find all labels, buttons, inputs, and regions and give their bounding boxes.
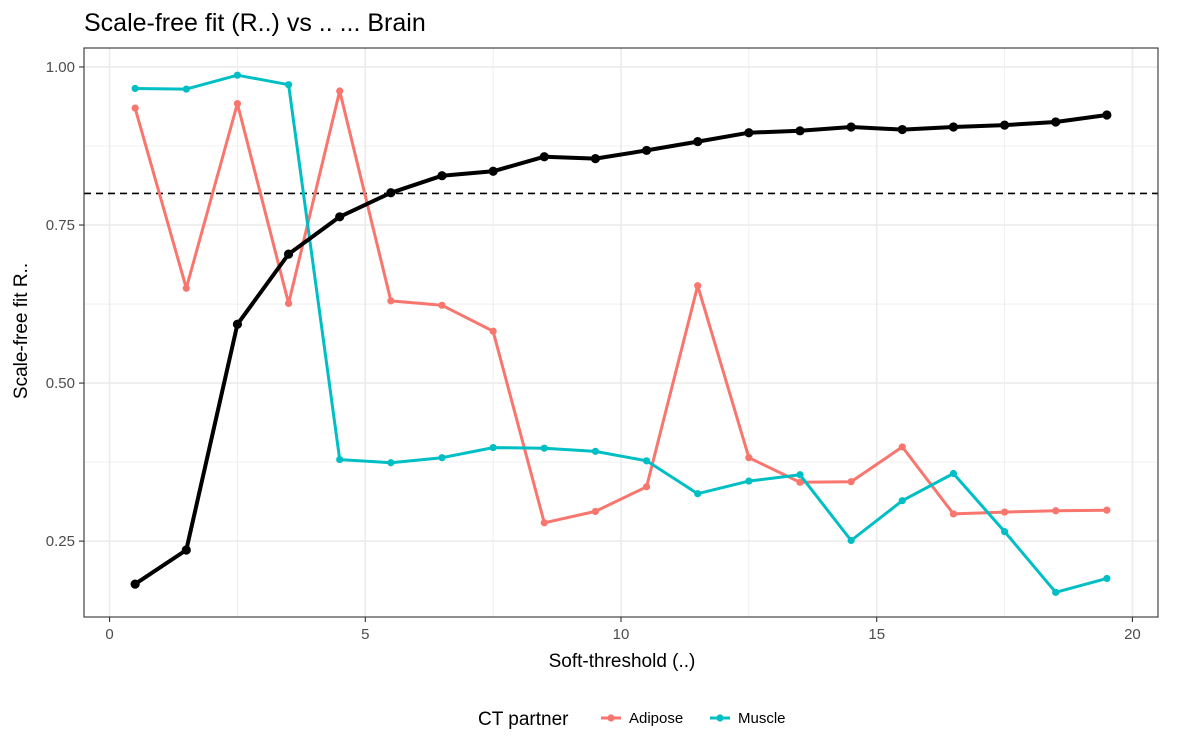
data-point-adipose (591, 507, 600, 516)
data-point-muscle (1052, 588, 1060, 596)
data-point-fit (999, 120, 1010, 130)
data-point-muscle (540, 444, 548, 452)
data-point-adipose (131, 104, 139, 112)
data-point-fit (693, 136, 703, 147)
data-point-muscle (387, 459, 395, 467)
x-tick-label: 15 (868, 626, 885, 643)
data-point-muscle (284, 81, 293, 89)
x-tick-label: 0 (105, 626, 113, 643)
data-point-adipose (1052, 507, 1060, 515)
data-point-muscle (1000, 528, 1009, 536)
x-axis-title: Soft-threshold (..) (549, 651, 696, 672)
series-muscle (131, 71, 1111, 596)
series-fit (130, 110, 1112, 589)
legend-key-point-muscle (716, 714, 724, 722)
y-tick-label: 0.25 (46, 533, 75, 550)
data-point-muscle (898, 497, 906, 505)
x-tick-label: 5 (361, 626, 369, 643)
data-point-muscle (336, 455, 344, 464)
data-point-adipose (387, 297, 395, 305)
data-point-adipose (847, 478, 855, 486)
data-point-adipose (182, 284, 190, 292)
data-point-adipose (642, 483, 651, 491)
data-point-adipose (336, 87, 344, 95)
data-point-muscle (745, 477, 753, 485)
legend-key-point-adipose (607, 714, 615, 722)
data-point-fit (948, 122, 959, 132)
x-tick-label: 10 (613, 626, 630, 643)
data-point-fit (641, 145, 652, 156)
data-point-fit (386, 188, 396, 198)
y-axis-title: Scale-free fit R.. (11, 263, 32, 399)
data-point-adipose (438, 301, 446, 309)
data-point-adipose (1000, 508, 1009, 516)
x-tick-label: 20 (1124, 626, 1141, 643)
series-adipose (131, 87, 1111, 527)
data-point-adipose (1103, 506, 1111, 514)
data-point-muscle (694, 490, 702, 498)
data-point-adipose (540, 519, 548, 527)
data-point-fit (437, 171, 447, 181)
series-line-adipose (133, 89, 1109, 525)
data-point-adipose (233, 100, 242, 108)
series-line-muscle (133, 73, 1109, 594)
data-point-fit (1051, 117, 1061, 127)
data-point-fit (590, 154, 601, 164)
data-point-fit (539, 152, 549, 162)
data-point-muscle (489, 443, 497, 452)
data-point-adipose (898, 443, 906, 451)
y-tick-label: 0.75 (46, 217, 75, 234)
data-point-fit (232, 319, 243, 329)
data-point-fit (488, 166, 498, 176)
legend-label-adipose: Adipose (629, 710, 683, 727)
legend-title: CT partner (478, 709, 569, 730)
data-point-muscle (591, 447, 600, 455)
data-point-muscle (796, 471, 804, 479)
data-point-fit (846, 122, 856, 132)
data-point-muscle (642, 457, 651, 465)
data-point-muscle (131, 84, 139, 93)
data-point-fit (897, 124, 907, 135)
data-point-muscle (233, 71, 242, 79)
data-point-adipose (949, 510, 958, 518)
data-point-muscle (1103, 574, 1111, 583)
data-point-muscle (182, 85, 190, 93)
data-point-adipose (796, 478, 804, 486)
data-point-adipose (489, 327, 497, 335)
legend: CT partner Adipose Muscle (478, 709, 786, 730)
data-point-fit (283, 249, 294, 259)
data-point-fit (744, 128, 754, 138)
data-point-muscle (438, 454, 446, 462)
data-point-muscle (847, 536, 855, 545)
chart-title: Scale-free fit (R..) vs .. ... Brain (84, 9, 426, 37)
legend-label-muscle: Muscle (738, 710, 786, 727)
y-tick-label: 0.50 (46, 375, 75, 392)
plot-panel (83, 47, 1159, 618)
data-point-adipose (745, 454, 753, 462)
y-tick-label: 1.00 (46, 59, 75, 76)
data-point-fit (1102, 110, 1112, 120)
data-point-adipose (284, 299, 293, 308)
data-point-fit (181, 545, 191, 555)
data-point-fit (130, 579, 140, 589)
data-point-fit (795, 126, 805, 136)
data-point-fit (335, 212, 345, 222)
series-line-fit (133, 113, 1109, 587)
data-point-muscle (949, 469, 958, 478)
data-point-adipose (694, 282, 702, 290)
